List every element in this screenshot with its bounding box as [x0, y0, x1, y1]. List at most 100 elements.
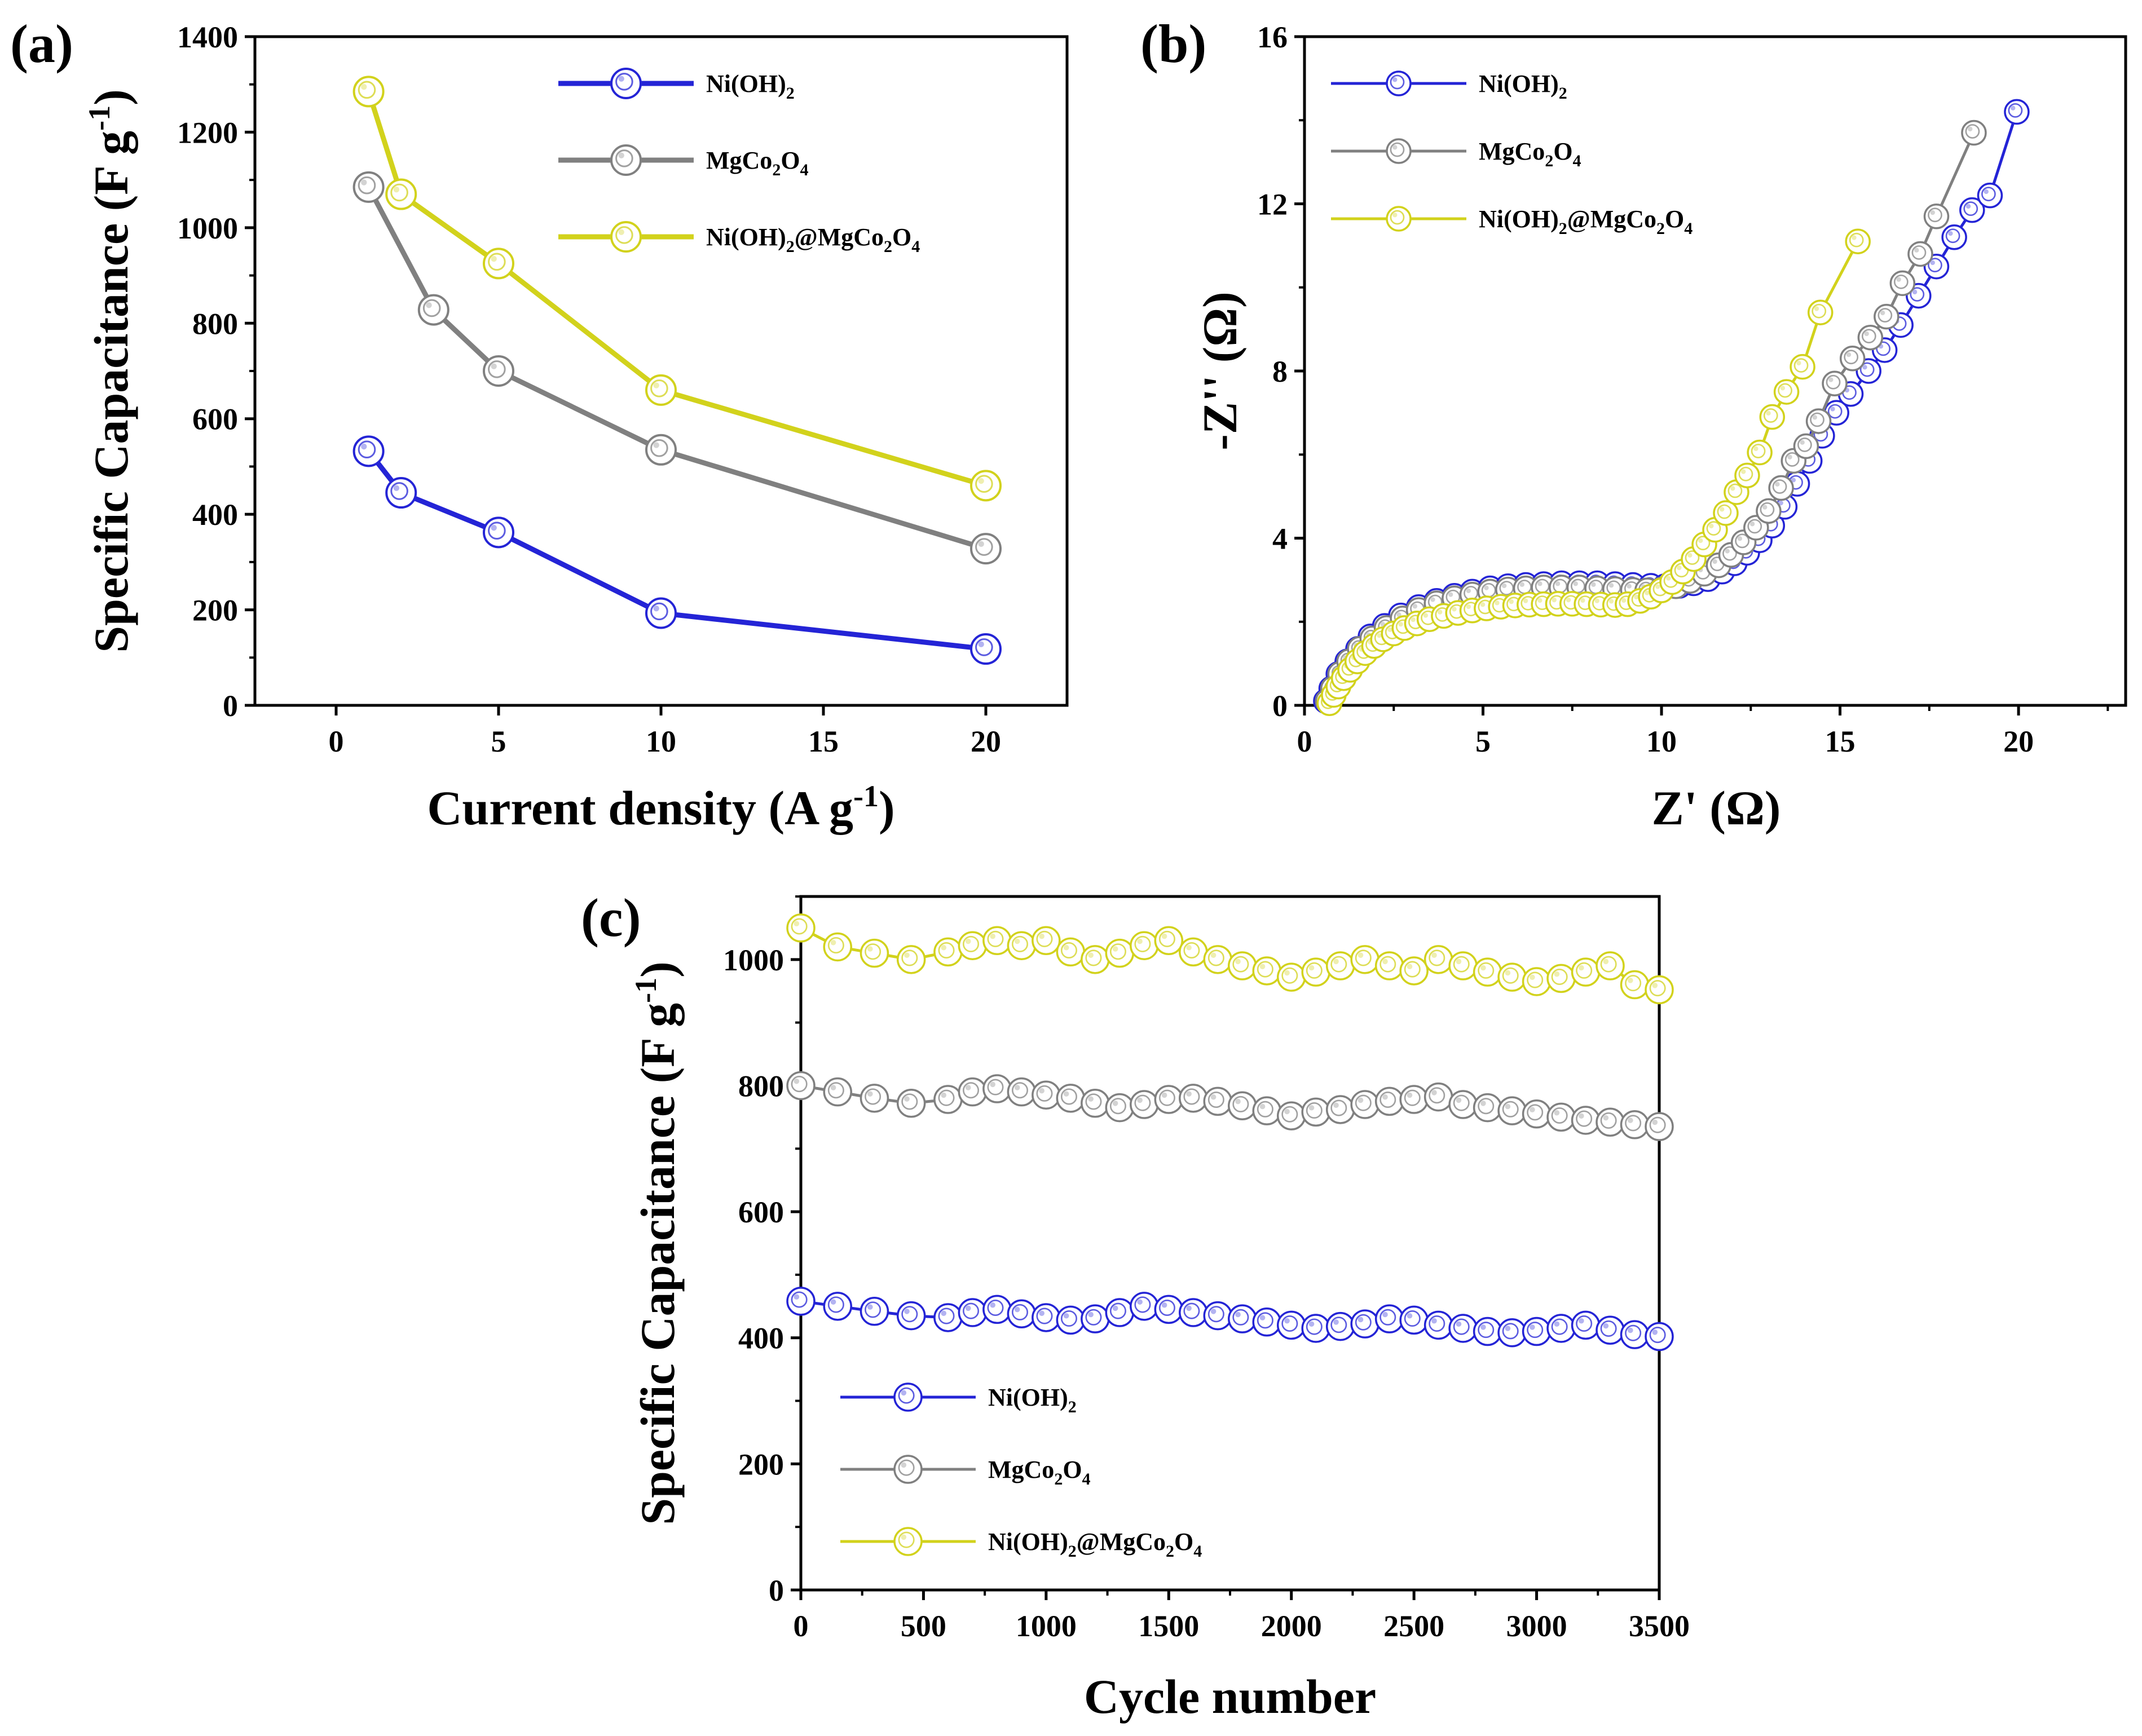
- x-axis-label-c: Cycle number: [1084, 1669, 1376, 1724]
- data-point: [1977, 182, 2003, 209]
- data-point: [1497, 1096, 1527, 1125]
- data-point: [1179, 1084, 1208, 1113]
- data-point: [933, 1303, 963, 1332]
- legend-item: Ni(OH)2@MgCo2O4: [558, 221, 920, 256]
- x-tick-label: 2000: [1261, 1609, 1322, 1643]
- data-point: [1596, 1107, 1625, 1137]
- data-point: [1941, 224, 1967, 250]
- data-point: [1154, 1085, 1184, 1114]
- series-yellow: [1316, 228, 1871, 717]
- series-gray: [352, 171, 1002, 565]
- legend-label: Ni(OH)2: [706, 70, 795, 103]
- x-tick-label: 5: [1475, 725, 1491, 758]
- data-point: [1374, 1304, 1404, 1333]
- panel-label-c: (c): [581, 887, 641, 948]
- data-point: [1759, 404, 1786, 430]
- data-point: [958, 931, 988, 960]
- legend-marker: [893, 1527, 923, 1556]
- data-point: [1756, 498, 1782, 524]
- data-point: [1793, 433, 1819, 460]
- y-tick-label: 16: [1257, 20, 1288, 54]
- legend-marker: [893, 1455, 923, 1484]
- data-point: [1907, 241, 1933, 267]
- y-tick-label: 0: [769, 1574, 784, 1607]
- data-point: [1923, 203, 1950, 229]
- data-point: [1227, 951, 1257, 980]
- y-tick-label: 600: [192, 403, 238, 436]
- data-point: [1007, 931, 1037, 960]
- x-axis-label-a: Current density (A g-1): [427, 779, 894, 835]
- data-point: [1874, 303, 1899, 330]
- data-point: [1497, 962, 1527, 992]
- x-tick-label: 3000: [1506, 1609, 1567, 1643]
- data-point: [982, 1074, 1012, 1103]
- legend-b: Ni(OH)2 MgCo2O4 Ni(OH)2@MgCo2O4: [1331, 70, 1693, 238]
- data-point: [1399, 1085, 1429, 1114]
- legend-marker: [1386, 70, 1412, 96]
- x-tick-label: 1500: [1138, 1609, 1199, 1643]
- x-tick-label: 20: [971, 725, 1001, 758]
- data-point: [860, 1084, 889, 1113]
- data-point: [1571, 957, 1601, 987]
- data-point: [385, 477, 417, 509]
- legend-a: Ni(OH)2 MgCo2O4 Ni(OH)2@MgCo2O4: [558, 68, 920, 256]
- data-point: [1773, 379, 1800, 405]
- data-point: [1179, 937, 1208, 967]
- data-point: [1845, 228, 1871, 254]
- legend-label: Ni(OH)2@MgCo2O4: [1479, 205, 1693, 238]
- legend-label: Ni(OH)2: [988, 1384, 1077, 1416]
- data-point: [1423, 1082, 1453, 1112]
- data-point: [1645, 975, 1674, 1005]
- legend-label: MgCo2O4: [988, 1456, 1091, 1488]
- data-point: [1571, 1310, 1601, 1340]
- data-point: [1807, 299, 1834, 325]
- data-point: [1203, 1086, 1233, 1116]
- y-tick-label: 1200: [177, 116, 238, 149]
- data-point: [1325, 1095, 1355, 1124]
- x-tick-label: 3500: [1629, 1609, 1690, 1643]
- data-point: [1768, 475, 1794, 501]
- data-point: [786, 1071, 816, 1101]
- data-point: [1473, 1093, 1502, 1123]
- legend-c: Ni(OH)2 MgCo2O4 Ni(OH)2@MgCo2O4: [840, 1382, 1202, 1561]
- x-tick-label: 0: [794, 1609, 809, 1643]
- series-line: [366, 91, 987, 488]
- data-point: [1325, 951, 1355, 980]
- y-tick-label: 200: [192, 594, 238, 628]
- x-tick-label: 0: [329, 725, 344, 758]
- data-point: [958, 1298, 988, 1327]
- x-tick-label: 5: [491, 725, 506, 758]
- data-point: [1596, 1315, 1625, 1345]
- data-point: [1961, 120, 1987, 146]
- data-point: [1522, 967, 1552, 996]
- data-point: [483, 516, 514, 549]
- data-point: [1423, 945, 1453, 974]
- data-point: [1448, 1090, 1478, 1119]
- x-tick-label: 15: [808, 725, 839, 758]
- legend-label: Ni(OH)2@MgCo2O4: [988, 1528, 1202, 1561]
- y-tick-label: 1400: [177, 20, 238, 54]
- legend-item: MgCo2O4: [840, 1455, 1091, 1488]
- legend-marker: [610, 144, 642, 176]
- data-point: [1374, 1086, 1404, 1116]
- data-point: [1546, 1102, 1576, 1132]
- data-point: [1620, 1110, 1650, 1139]
- data-point: [1179, 1298, 1208, 1327]
- x-tick-label: 0: [1297, 725, 1312, 758]
- series-blue: [786, 1287, 1674, 1351]
- data-point: [483, 355, 514, 387]
- data-point: [1546, 1314, 1576, 1343]
- data-point: [1227, 1304, 1257, 1333]
- data-point: [1276, 1101, 1306, 1130]
- data-point: [933, 1085, 963, 1114]
- data-point: [1448, 1314, 1478, 1343]
- series-line: [367, 449, 986, 652]
- data-point: [1203, 1301, 1233, 1331]
- data-point: [823, 1292, 852, 1321]
- y-tick-label: 1000: [177, 211, 238, 245]
- series-c: [786, 913, 1674, 1351]
- data-point: [970, 533, 1002, 565]
- legend-item: MgCo2O4: [558, 144, 809, 179]
